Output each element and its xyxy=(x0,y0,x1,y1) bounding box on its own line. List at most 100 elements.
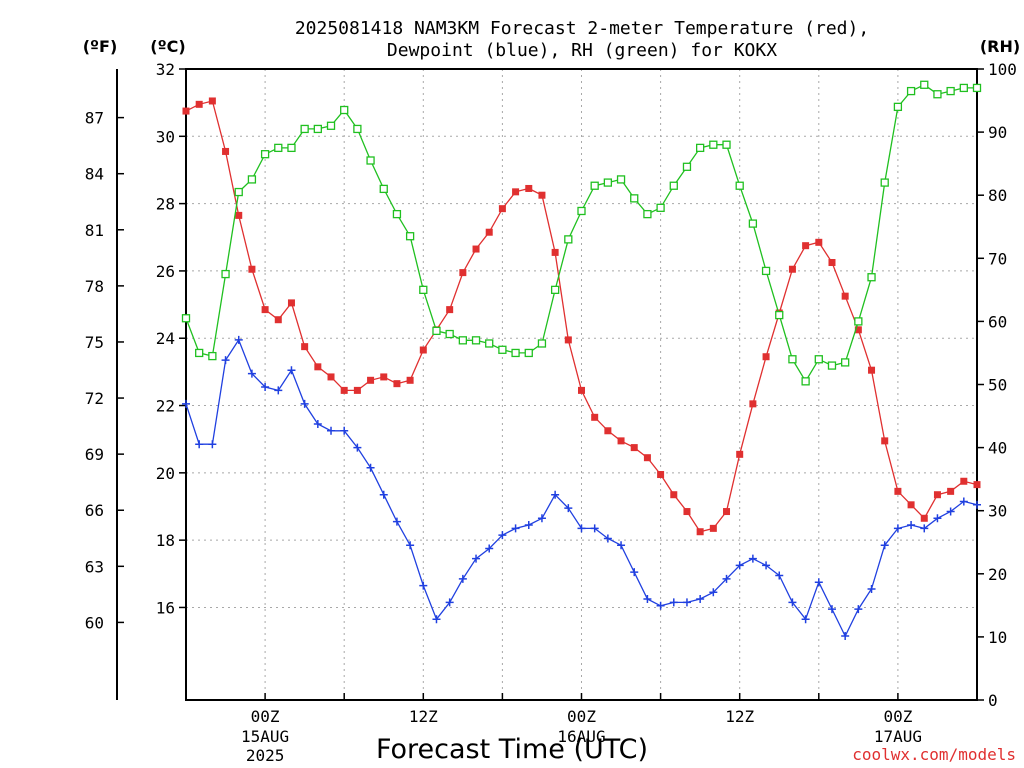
temperature-point xyxy=(604,427,612,435)
rh-point xyxy=(603,178,613,187)
dewpoint-point xyxy=(472,554,481,563)
temperature-point xyxy=(736,450,744,458)
dewpoint-point xyxy=(379,490,388,499)
dewpoint-point xyxy=(893,524,902,533)
temperature-point xyxy=(551,248,559,256)
rh-point xyxy=(709,140,718,149)
rh-point xyxy=(788,355,797,364)
x-tick-label-year: 2025 xyxy=(246,746,285,765)
dewpoint-point xyxy=(485,544,494,553)
series-rh xyxy=(181,80,982,386)
temperature-point xyxy=(854,326,862,334)
temperature-point xyxy=(841,292,849,300)
temperature-point xyxy=(512,188,520,196)
fahrenheit-tick-label: 78 xyxy=(85,277,104,296)
temperature-point xyxy=(314,363,322,371)
dewpoint-point xyxy=(617,541,626,550)
temperature-point xyxy=(828,259,836,267)
temperature-point xyxy=(564,336,572,344)
celsius-tick-label: 32 xyxy=(156,60,175,79)
x-tick-label-date: 16AUG xyxy=(557,727,605,746)
temperature-point xyxy=(802,242,810,250)
dewpoint-point xyxy=(762,561,771,570)
dewpoint-point xyxy=(327,426,336,435)
series-temperature xyxy=(182,97,981,536)
temperature-point xyxy=(933,491,941,499)
dewpoint-point xyxy=(748,554,757,563)
fahrenheit-tick-label: 81 xyxy=(85,221,104,240)
temperature-point xyxy=(696,528,704,536)
celsius-tick-label: 20 xyxy=(156,464,175,483)
dewpoint-point xyxy=(801,615,810,624)
rh-point xyxy=(550,285,560,295)
celsius-unit-label: (ºC) xyxy=(150,37,185,56)
rh-point xyxy=(972,83,982,93)
rh-point xyxy=(735,181,744,190)
rh-point xyxy=(827,361,837,370)
rh-point xyxy=(577,206,586,216)
temperature-point xyxy=(657,471,665,479)
temperature-point xyxy=(591,413,599,421)
dewpoint-point xyxy=(854,605,863,614)
rh-point xyxy=(906,86,916,96)
rh-point xyxy=(656,203,665,212)
rh-point xyxy=(524,348,533,358)
rh-tick-label: 80 xyxy=(988,186,1007,205)
rh-point xyxy=(300,124,309,134)
dewpoint-point xyxy=(907,521,916,530)
series-dewpoint xyxy=(182,335,981,641)
rh-tick-label: 70 xyxy=(988,249,1007,268)
temperature-point xyxy=(683,508,691,516)
rh-point xyxy=(682,162,692,171)
temperature-point xyxy=(235,211,243,219)
dewpoint-point xyxy=(577,524,586,533)
dewpoint-point xyxy=(366,463,375,472)
temperature-point xyxy=(947,487,955,495)
rh-point xyxy=(221,269,230,279)
dewpoint-point xyxy=(406,541,415,550)
rh-point xyxy=(326,121,336,130)
dewpoint-point xyxy=(959,497,968,506)
temperature-point xyxy=(261,306,269,314)
temperature-point xyxy=(881,437,889,445)
rh-point xyxy=(775,310,784,320)
rh-point xyxy=(511,348,520,358)
dewpoint-point xyxy=(946,507,955,516)
dewpoint-point xyxy=(630,568,639,577)
rh-point xyxy=(590,181,599,190)
rh-point xyxy=(814,355,823,364)
fahrenheit-tick-label: 60 xyxy=(85,613,104,632)
rh-point xyxy=(379,184,388,194)
rh-point xyxy=(445,329,454,339)
dewpoint-point xyxy=(274,386,283,395)
dewpoint-point xyxy=(524,521,533,530)
celsius-tick-label: 30 xyxy=(156,127,175,146)
dewpoint-point xyxy=(735,561,744,570)
dewpoint-point xyxy=(788,598,797,607)
rh-unit-label: (RH) xyxy=(980,37,1020,56)
celsius-tick-label: 18 xyxy=(156,531,175,550)
dewpoint-point xyxy=(458,574,467,583)
dewpoint-point xyxy=(392,517,401,526)
dewpoint-point xyxy=(880,541,889,550)
temperature-point xyxy=(274,316,282,324)
dewpoint-point xyxy=(261,383,270,392)
rh-point xyxy=(748,219,758,228)
fahrenheit-unit-label: (ºF) xyxy=(83,37,118,56)
celsius-tick-label: 22 xyxy=(156,397,175,416)
rh-tick-label: 90 xyxy=(988,123,1007,142)
rh-point xyxy=(208,351,217,361)
dewpoint-point xyxy=(603,534,612,543)
temperature-point xyxy=(538,191,546,199)
rh-point xyxy=(841,358,850,367)
temperature-point xyxy=(472,245,480,253)
dewpoint-point xyxy=(920,524,929,533)
dewpoint-point xyxy=(827,605,836,614)
x-tick-label-time: 00Z xyxy=(251,707,280,726)
rh-point xyxy=(564,235,573,244)
fahrenheit-tick-label: 84 xyxy=(85,165,104,184)
dewpoint-point xyxy=(234,335,243,344)
temperature-point xyxy=(248,265,256,273)
x-axis-label: Forecast Time (UTC) xyxy=(376,734,648,765)
rh-point xyxy=(616,175,626,184)
